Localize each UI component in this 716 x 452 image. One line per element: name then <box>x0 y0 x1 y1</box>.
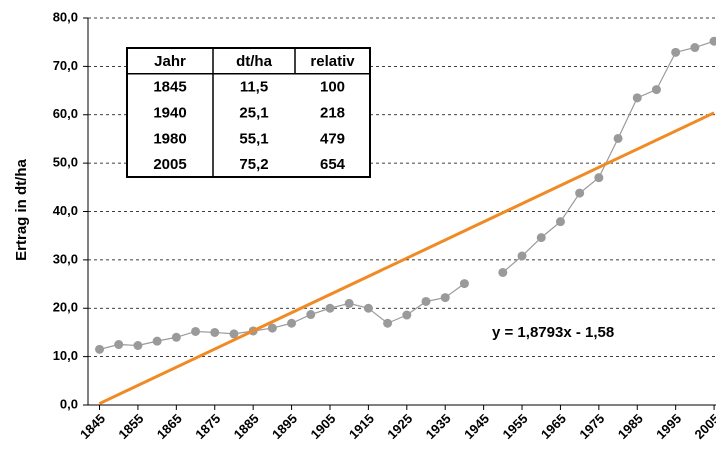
x-tick-label: 1855 <box>115 411 146 442</box>
data-point <box>575 188 585 198</box>
y-tick-label: 50,0 <box>53 155 78 170</box>
data-point <box>306 310 316 320</box>
y-tick-label: 0,0 <box>60 396 78 411</box>
x-tick-label: 1895 <box>269 411 300 442</box>
table-cell: 55,1 <box>239 130 268 147</box>
data-point <box>325 303 335 313</box>
x-tick-label: 1925 <box>384 411 415 442</box>
data-point <box>267 323 277 333</box>
table-cell: 479 <box>320 130 345 147</box>
x-tick-label: 2005 <box>692 411 716 442</box>
data-point <box>171 332 181 342</box>
data-point <box>594 173 604 183</box>
table-cell: 218 <box>320 104 345 121</box>
data-point <box>517 251 527 261</box>
table-cell: 2005 <box>153 156 186 173</box>
x-tick-label: 1995 <box>653 411 684 442</box>
data-point <box>459 279 469 289</box>
data-point <box>229 329 239 339</box>
data-point <box>95 344 105 354</box>
data-point <box>363 303 373 313</box>
table-cell: 100 <box>320 79 345 96</box>
x-tick-label: 1875 <box>192 411 223 442</box>
y-tick-label: 70,0 <box>53 58 78 73</box>
x-tick-label: 1975 <box>576 411 607 442</box>
trend-line <box>98 111 715 405</box>
x-tick-label: 1885 <box>231 411 262 442</box>
y-tick-label: 10,0 <box>53 348 78 363</box>
data-point <box>613 133 623 143</box>
table-cell: 25,1 <box>239 104 268 121</box>
table-cell: 75,2 <box>239 156 268 173</box>
x-tick-label: 1915 <box>346 411 377 442</box>
x-tick-label: 1865 <box>154 411 185 442</box>
table-cell: 11,5 <box>240 79 268 96</box>
data-point <box>210 327 220 337</box>
data-point <box>440 293 450 303</box>
data-point <box>152 336 162 346</box>
y-axis-label: Ertrag in dt/ha <box>13 159 30 261</box>
x-tick-label: 1965 <box>538 411 569 442</box>
y-tick-label: 60,0 <box>53 106 78 121</box>
data-point <box>536 233 546 243</box>
x-tick-label: 1845 <box>77 411 108 442</box>
data-point <box>671 47 681 57</box>
y-tick-label: 40,0 <box>53 203 78 218</box>
data-point <box>287 318 297 328</box>
table-box <box>126 47 371 178</box>
x-tick-label: 1945 <box>461 411 492 442</box>
data-point <box>651 85 661 95</box>
data-point <box>383 318 393 328</box>
table-cell: 1845 <box>153 79 186 96</box>
x-tick-label: 1985 <box>615 411 646 442</box>
table-header: relativ <box>310 53 355 70</box>
data-point <box>690 43 700 53</box>
table-cell: 654 <box>320 156 346 173</box>
x-tick-label: 1935 <box>423 411 454 442</box>
data-point <box>555 217 565 227</box>
table-header: dt/ha <box>236 53 272 70</box>
data-point <box>114 340 124 350</box>
x-tick-label: 1905 <box>307 411 338 442</box>
table-cell: 1940 <box>153 104 186 121</box>
x-tick-label: 1955 <box>500 411 531 442</box>
data-point <box>632 93 642 103</box>
y-tick-label: 20,0 <box>53 300 78 315</box>
data-point <box>344 298 354 308</box>
y-tick-label: 30,0 <box>53 251 78 266</box>
y-tick-label: 80,0 <box>53 9 78 24</box>
data-point <box>421 296 431 306</box>
data-point <box>709 36 716 46</box>
annotation: y = 1,8793x - 1,58 <box>492 324 614 341</box>
data-point <box>133 340 143 350</box>
data-point <box>402 310 412 320</box>
data-point <box>498 267 508 277</box>
data-point <box>191 326 201 336</box>
table-cell: 1980 <box>153 130 186 147</box>
table-header: Jahr <box>154 53 186 70</box>
